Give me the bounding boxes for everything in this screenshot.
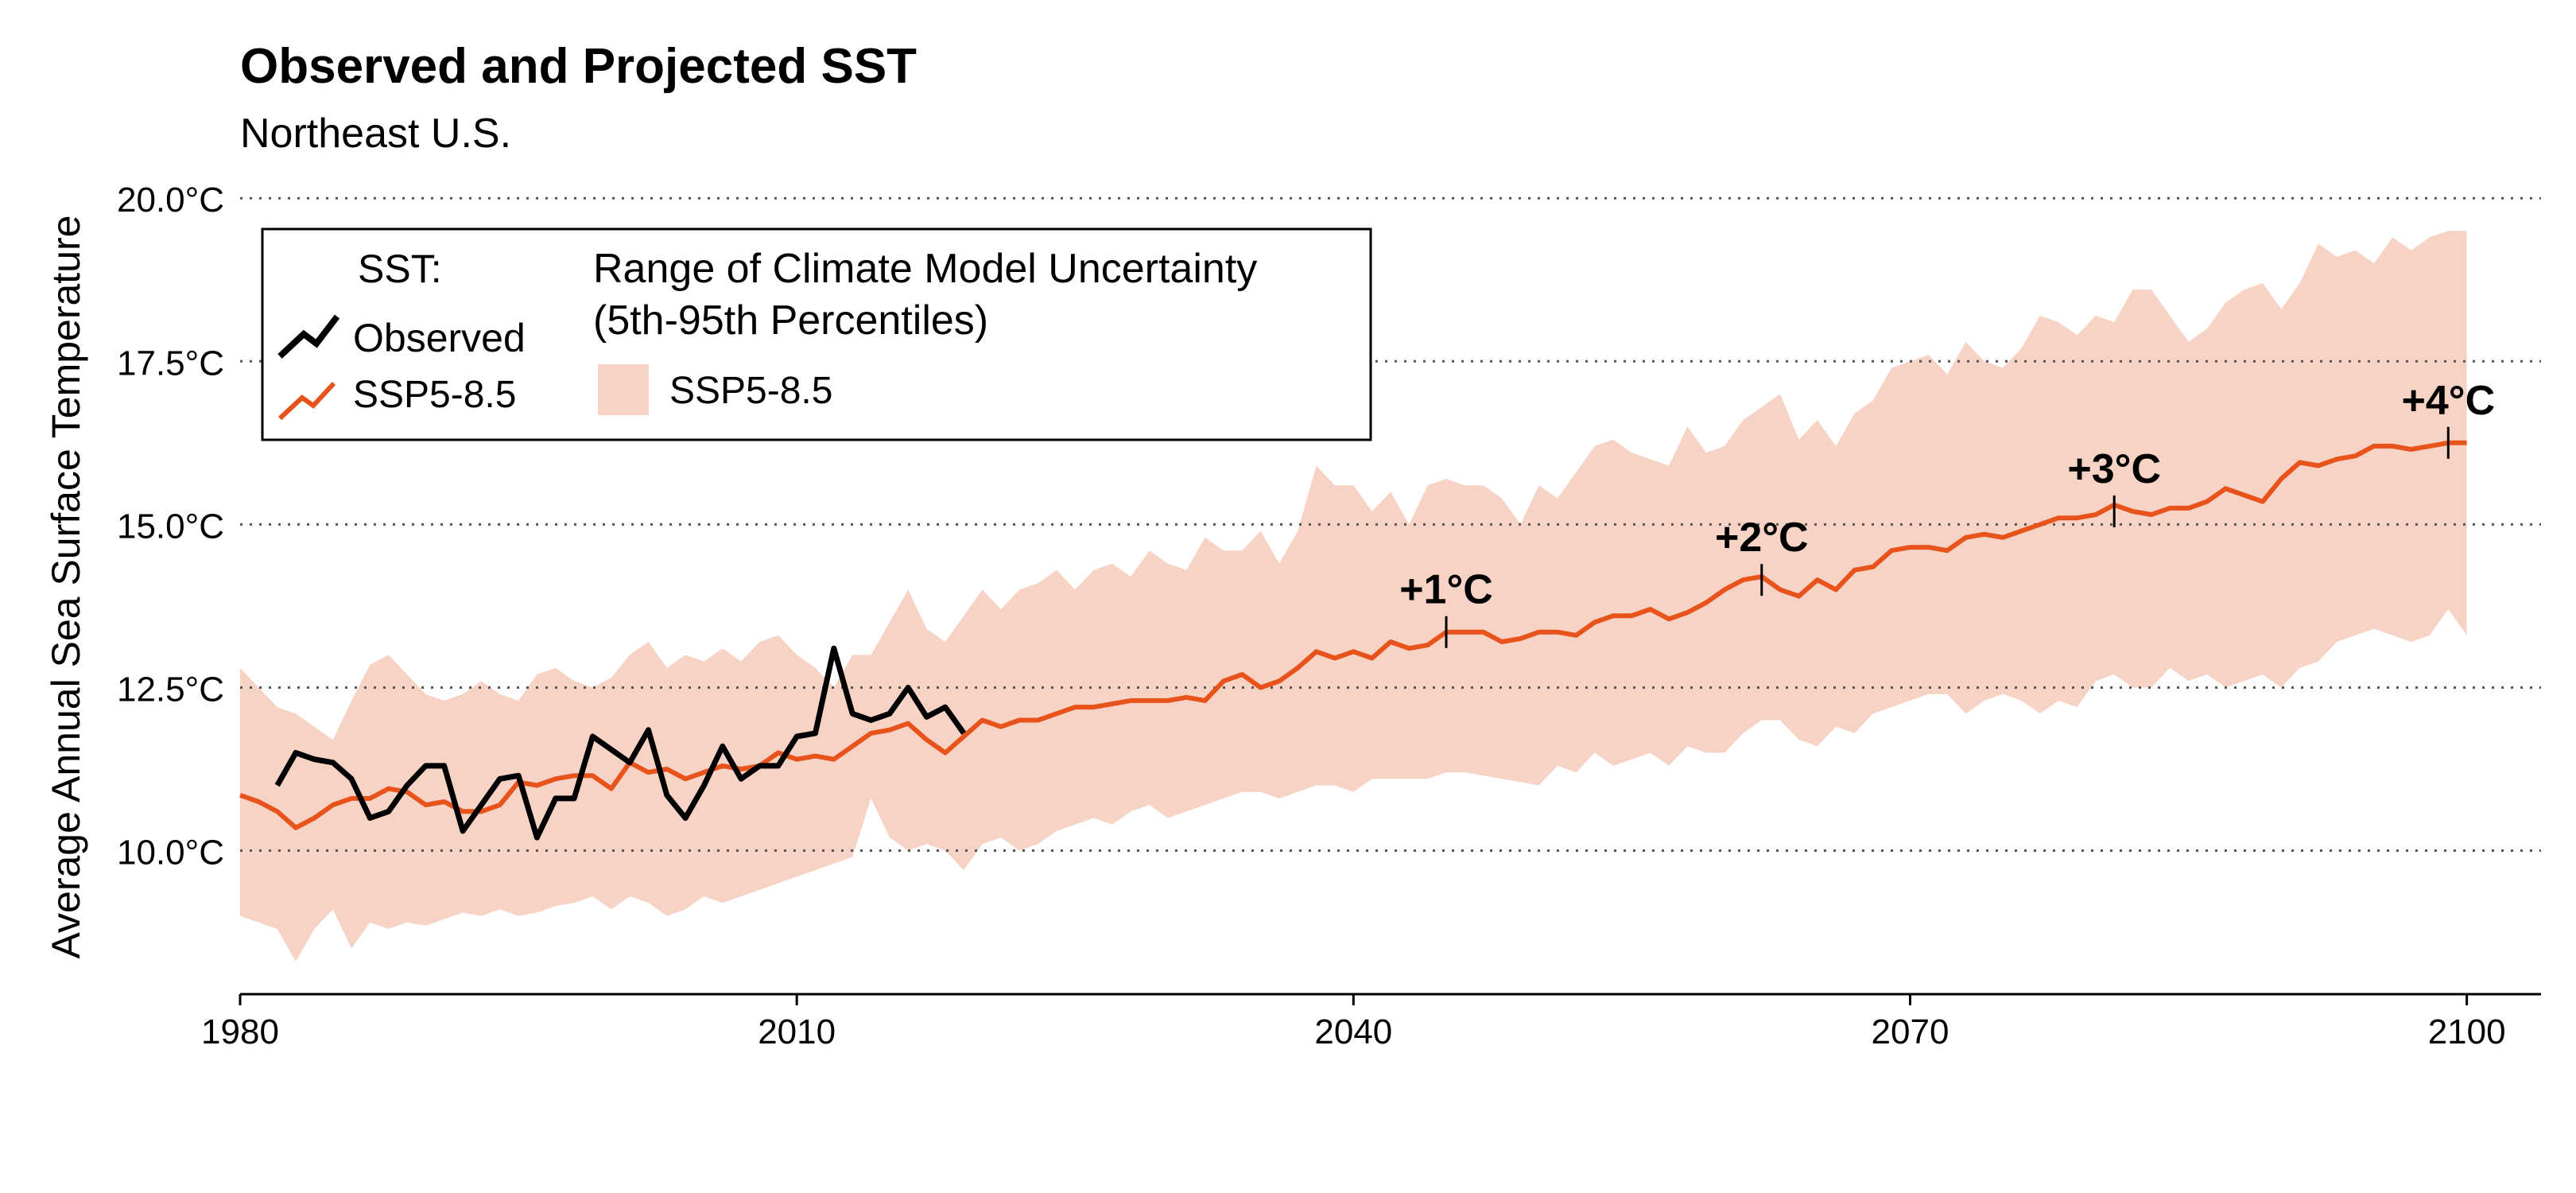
x-tick-label: 2100 bbox=[2428, 1012, 2506, 1051]
series-lines bbox=[239, 440, 2467, 841]
x-tick-label: 2070 bbox=[1872, 1012, 1949, 1051]
legend-observed-line-icon bbox=[277, 314, 340, 359]
legend-ssp-label: SSP5-8.5 bbox=[353, 374, 516, 416]
observed-series-line bbox=[274, 645, 967, 841]
annotation-label: +2°C bbox=[1715, 515, 1809, 561]
chart-title: Observed and Projected SST bbox=[240, 39, 917, 94]
y-tick-label: 17.5°C bbox=[117, 344, 224, 383]
annotation-label: +4°C bbox=[2401, 378, 2495, 424]
y-axis-label: Average Annual Sea Surface Temperature bbox=[44, 216, 88, 959]
uncertainty-band-layer bbox=[240, 231, 2467, 962]
annotation-label: +1°C bbox=[1399, 567, 1493, 613]
legend: SST: Observed SSP5-8.5 Range of Climate … bbox=[261, 227, 1372, 441]
y-tick-label: 10.0°C bbox=[117, 834, 224, 872]
legend-observed-label: Observed bbox=[353, 316, 526, 360]
legend-ssp-line-icon bbox=[277, 381, 336, 421]
legend-band-swatch bbox=[598, 364, 649, 415]
x-tick-labels: 1980 2010 2040 2070 2100 bbox=[201, 994, 2506, 1051]
legend-sst-header: SST: bbox=[358, 247, 442, 291]
legend-range-header-line2: (5th-95th Percentiles) bbox=[593, 297, 988, 344]
ssp585-series-line bbox=[239, 440, 2467, 830]
chart-subtitle: Northeast U.S. bbox=[240, 111, 511, 157]
legend-box bbox=[261, 227, 1372, 441]
y-tick-label: 12.5°C bbox=[117, 670, 224, 709]
legend-range-ssp-label: SSP5-8.5 bbox=[669, 370, 832, 412]
warming-annotations: +1°C +2°C +3°C +4°C bbox=[1399, 378, 2495, 648]
y-tick-label: 15.0°C bbox=[117, 507, 224, 546]
legend-range-header-line1: Range of Climate Model Uncertainty bbox=[593, 246, 1257, 292]
y-tick-labels: 10.0°C 12.5°C 15.0°C 17.5°C 20.0°C bbox=[117, 181, 224, 872]
x-tick-label: 2040 bbox=[1314, 1012, 1392, 1051]
x-tick-label: 2010 bbox=[758, 1012, 836, 1051]
uncertainty-band bbox=[240, 231, 2467, 962]
annotation-label: +3°C bbox=[2067, 446, 2161, 492]
x-tick-label: 1980 bbox=[201, 1012, 279, 1051]
y-tick-label: 20.0°C bbox=[117, 181, 224, 220]
